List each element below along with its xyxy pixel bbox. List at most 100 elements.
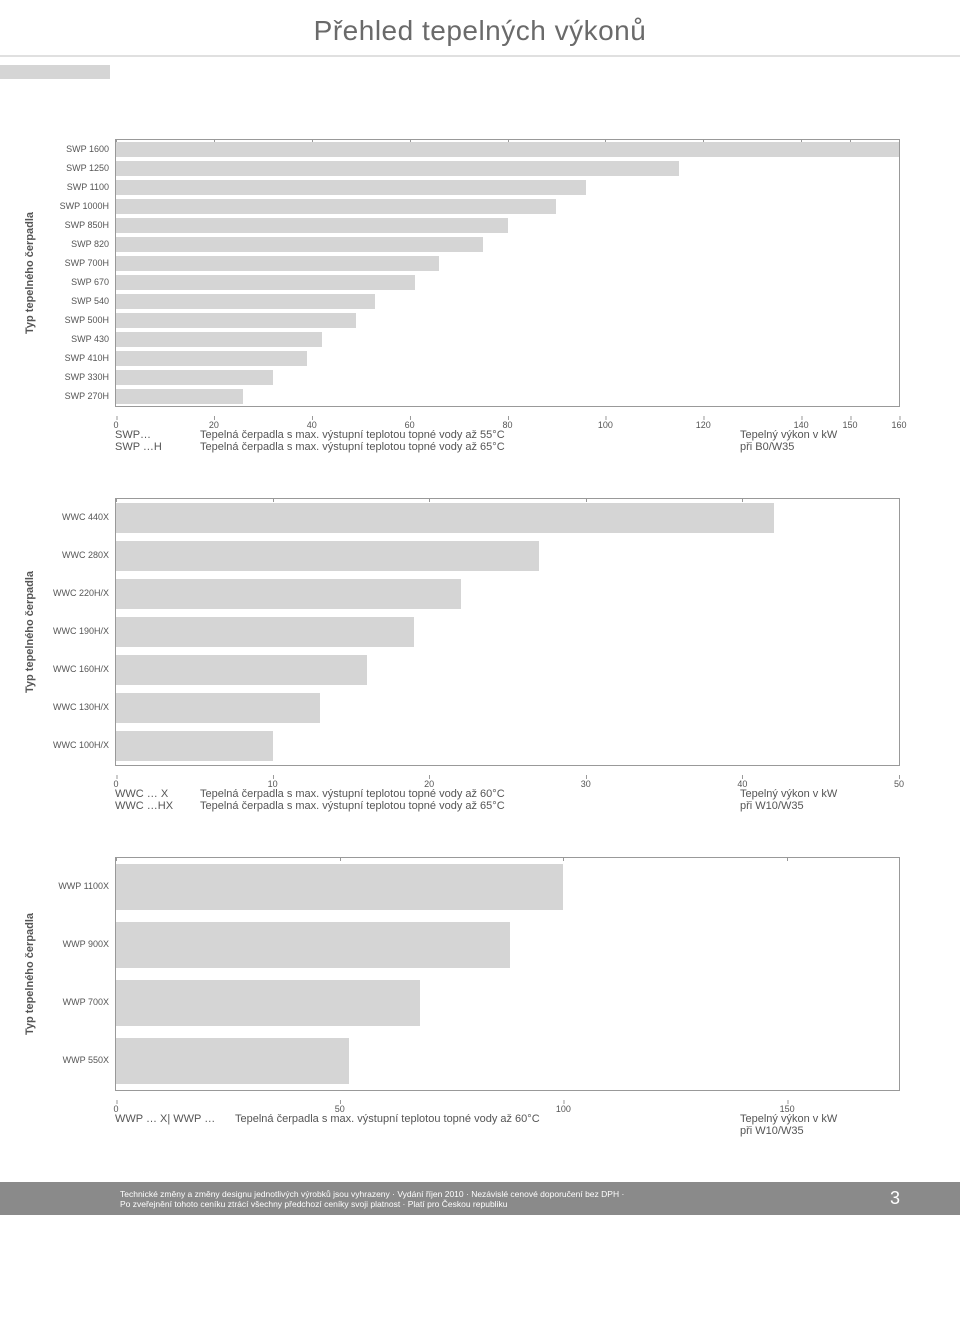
bar-row [116, 292, 899, 311]
chart2-below-left: WWC … X WWC …HX [115, 788, 200, 812]
x-tick: 160 [891, 420, 906, 430]
chart1-bar-area: 020406080100120140150160 [115, 139, 900, 407]
chart3-row-labels: WWP 1100XWWP 900XWWP 700XWWP 550X [40, 857, 115, 1091]
chart2-below-mid: Tepelná čerpadla s max. výstupní teploto… [200, 788, 740, 812]
top-tick-mark [899, 139, 900, 143]
bar [116, 313, 356, 328]
x-tick: 0 [113, 420, 118, 430]
chart1-below-row2-right: při B0/W35 [740, 441, 900, 453]
chart3-ylabel: Typ tepelného čerpadla [20, 857, 40, 1091]
chart1-below-row1-left: SWP… [115, 429, 200, 441]
bar-row [116, 254, 899, 273]
c2b-r2m: Tepelná čerpadla s max. výstupní teploto… [200, 800, 740, 812]
chart1-row-labels: SWP 1600SWP 1250SWP 1100SWP 1000HSWP 850… [40, 139, 115, 407]
row-label: SWP 430 [40, 329, 109, 348]
chart1-ylabel: Typ tepelného čerpadla [20, 139, 40, 407]
bar [116, 218, 508, 233]
bar [116, 256, 439, 271]
row-label: WWP 900X [40, 915, 109, 973]
bar [116, 351, 307, 366]
row-label: WWC 130H/X [40, 688, 109, 726]
row-label: WWP 700X [40, 973, 109, 1031]
footer: Technické změny a změny designu jednotli… [0, 1182, 960, 1215]
chart1-below-left: SWP… SWP …H [115, 429, 200, 453]
x-tick: 0 [113, 779, 118, 789]
x-tick: 20 [209, 420, 219, 430]
chart1: Typ tepelného čerpadla SWP 1600SWP 1250S… [20, 139, 900, 407]
bar [116, 922, 510, 968]
bar-row [116, 651, 899, 689]
bar [116, 275, 415, 290]
bar-row [116, 689, 899, 727]
bar [116, 541, 539, 571]
x-tick: 40 [307, 420, 317, 430]
bar-row [116, 974, 899, 1032]
bar-row [116, 387, 899, 406]
bar-row [116, 349, 899, 368]
c2b-r1m: Tepelná čerpadla s max. výstupní teploto… [200, 788, 740, 800]
c2b-r1r: Tepelný výkon v kW [740, 788, 900, 800]
row-label: SWP 1100 [40, 177, 109, 196]
x-tick: 0 [113, 1104, 118, 1114]
row-label: SWP 270H [40, 386, 109, 405]
x-tick: 30 [581, 779, 591, 789]
x-tick: 140 [794, 420, 809, 430]
bar-row [116, 575, 899, 613]
x-tick: 10 [268, 779, 278, 789]
chart3: Typ tepelného čerpadla WWP 1100XWWP 900X… [20, 857, 900, 1091]
bar-row [116, 1032, 899, 1090]
bar-row [116, 216, 899, 235]
bar [116, 655, 367, 685]
bar [116, 980, 420, 1026]
x-tick: 50 [894, 779, 904, 789]
x-tick: 20 [424, 779, 434, 789]
bar-row [116, 273, 899, 292]
bar [116, 294, 375, 309]
row-label: WWP 550X [40, 1031, 109, 1089]
chart3-bar-area: 050100150 [115, 857, 900, 1091]
bar [116, 617, 414, 647]
row-label: SWP 410H [40, 348, 109, 367]
bar [116, 237, 483, 252]
chart1-below-row2-mid: Tepelná čerpadla s max. výstupní teploto… [200, 441, 740, 453]
x-tick: 80 [502, 420, 512, 430]
chart3-below: WWP … X| WWP … Tepelná čerpadla s max. v… [115, 1113, 900, 1137]
row-label: SWP 850H [40, 215, 109, 234]
c2b-r2l: WWC …HX [115, 800, 200, 812]
footer-line1: Technické změny a změny designu jednotli… [120, 1189, 624, 1199]
chart1-below-row1-mid: Tepelná čerpadla s max. výstupní teploto… [200, 429, 740, 441]
chart3-wrapper: Tepelná čerpadla voda/voda profesionální… [0, 857, 960, 1137]
bar-row [116, 178, 899, 197]
bar-row [116, 916, 899, 974]
bar-row [116, 727, 899, 765]
row-label: SWP 700H [40, 253, 109, 272]
row-label: SWP 1000H [40, 196, 109, 215]
row-label: WWP 1100X [40, 857, 109, 915]
row-label: SWP 500H [40, 310, 109, 329]
bar-row [116, 613, 899, 651]
bar-row [116, 235, 899, 254]
bar-row [116, 140, 899, 159]
bar [116, 864, 563, 910]
bar-row [116, 858, 899, 916]
c3b-mid: Tepelná čerpadla s max. výstupní teploto… [235, 1113, 740, 1137]
row-label: WWC 220H/X [40, 574, 109, 612]
c3b-right: Tepelný výkon v kW při W10/W35 [740, 1113, 900, 1137]
row-label: SWP 670 [40, 272, 109, 291]
c2b-r1l: WWC … X [115, 788, 200, 800]
bar [116, 693, 320, 723]
title-underline [0, 55, 960, 57]
chart1-wrapper: Tepelná čerpadla země/voda profesionální… [0, 139, 960, 453]
tab-stub [0, 65, 110, 79]
x-tick: 150 [780, 1104, 795, 1114]
chart2: Typ tepelného čerpadla WWC 440XWWC 280XW… [20, 498, 900, 766]
chart1-below-right: Tepelný výkon v kW při B0/W35 [740, 429, 900, 453]
c3b-r1r: Tepelný výkon v kW [740, 1113, 900, 1125]
row-label: WWC 190H/X [40, 612, 109, 650]
c3b-r2r: při W10/W35 [740, 1125, 900, 1137]
bar-row [116, 330, 899, 349]
chart2-below: WWC … X WWC …HX Tepelná čerpadla s max. … [115, 788, 900, 812]
bar-row [116, 537, 899, 575]
x-tick: 40 [737, 779, 747, 789]
bar [116, 1038, 349, 1084]
